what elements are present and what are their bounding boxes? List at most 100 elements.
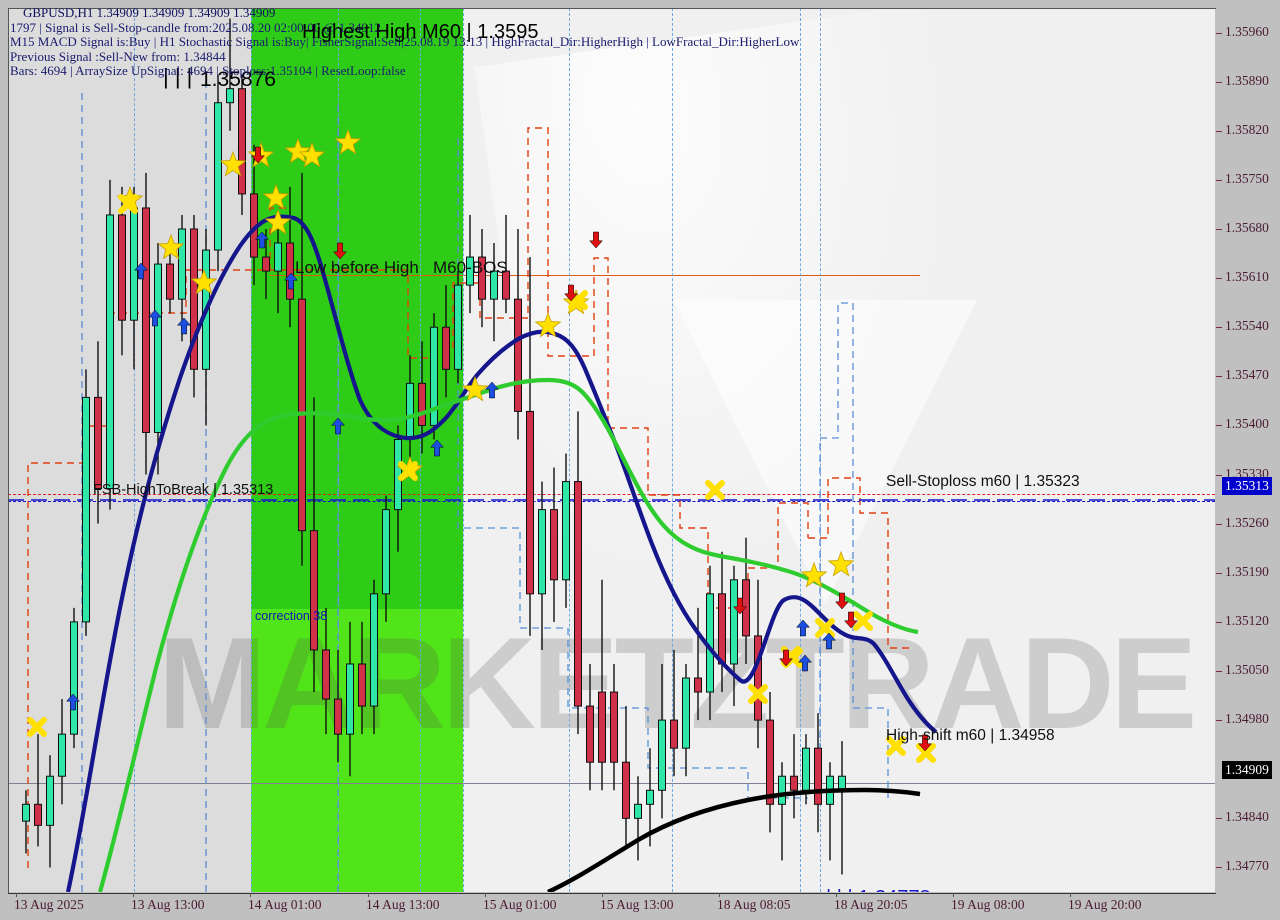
- price-scale-tick: [1216, 425, 1222, 427]
- candlestick: [298, 172, 306, 566]
- price-scale-tick: [1216, 327, 1222, 329]
- cross-marker: [815, 618, 835, 638]
- price-scale-label: 1.35050: [1225, 662, 1269, 677]
- channel-orange-center: [452, 127, 914, 649]
- candlestick: [646, 748, 654, 847]
- star-marker: [219, 150, 247, 177]
- price-scale[interactable]: 1.35960 1.35890 1.35820 1.35750 1.35680 1.356…: [1216, 0, 1280, 920]
- annotation-correction: correction 38: [255, 609, 328, 623]
- price-scale-tick: [1216, 81, 1222, 83]
- time-scale-separator: [485, 893, 486, 897]
- candlestick: [586, 663, 594, 791]
- candlestick: [346, 621, 354, 777]
- candlestick: [466, 214, 474, 314]
- price-scale-label: 1.35190: [1225, 563, 1269, 579]
- cross-marker: [398, 461, 418, 481]
- candlestick: [826, 762, 834, 861]
- time-scale-label: 19 Aug 20:00: [1068, 897, 1142, 912]
- candlestick-series: [22, 18, 846, 875]
- candlestick: [562, 453, 570, 608]
- candlestick: [658, 663, 666, 819]
- price-scale-tick: [1216, 130, 1222, 132]
- arrow-down-marker: [835, 592, 849, 610]
- star-marker: [284, 137, 312, 164]
- price-scale-tick: [1216, 278, 1222, 280]
- annotation-top-high-bars: | | |: [163, 64, 193, 89]
- star-marker: [334, 128, 362, 155]
- price-scale-label: 1.35890: [1225, 72, 1269, 88]
- candlestick: [718, 551, 726, 693]
- channel-blue-center: [457, 138, 889, 799]
- price-scale-tick: [1216, 720, 1222, 722]
- candlestick: [622, 706, 630, 847]
- time-scale-separator: [16, 893, 17, 897]
- time-scale-separator: [133, 893, 134, 897]
- chart-plot-area[interactable]: ▼ MARKETZTRADE: [8, 8, 1215, 892]
- arrow-down-marker: [589, 231, 603, 249]
- arrow-down-marker: [251, 146, 265, 164]
- candlestick: [274, 214, 282, 314]
- candlestick: [634, 776, 642, 861]
- price-scale-label: 1.35400: [1225, 416, 1269, 432]
- cross-marker: [27, 717, 47, 737]
- candlestick: [382, 495, 390, 622]
- price-scale-label: 1.35120: [1225, 612, 1269, 628]
- candlestick: [670, 649, 678, 777]
- cross-marker: [886, 736, 906, 756]
- arrow-up-marker: [430, 439, 444, 457]
- annotation-bottom-low-value: 1.34778: [858, 887, 930, 892]
- session-zone-green-light: [251, 8, 463, 892]
- candlestick: [142, 172, 150, 475]
- candlestick: [130, 186, 138, 370]
- candlestick: [778, 762, 786, 861]
- candlestick: [430, 313, 438, 440]
- candlestick: [106, 179, 114, 510]
- day-separator: [420, 8, 421, 892]
- time-scale-separator: [1070, 893, 1071, 897]
- time-scale-separator: [602, 893, 603, 897]
- arrow-down-marker: [779, 649, 793, 667]
- candlestick: [34, 734, 42, 847]
- arrow-down-marker: [918, 734, 932, 752]
- level-fsb-hightobreak: [8, 501, 1215, 502]
- cross-marker: [118, 194, 138, 214]
- annotation-bottom-low-bars: | | |: [826, 887, 853, 892]
- candlestick: [550, 467, 558, 622]
- candlestick: [478, 229, 486, 328]
- time-scale-separator: [368, 893, 369, 897]
- price-scale-tick: [1216, 32, 1222, 34]
- star-marker: [827, 550, 855, 577]
- arrow-up-marker: [331, 417, 345, 435]
- candlestick: [58, 699, 66, 805]
- price-scale-tick: [1216, 229, 1222, 230]
- price-scale-label: 1.35540: [1225, 318, 1269, 334]
- candlestick: [262, 229, 270, 300]
- candlestick: [502, 214, 510, 314]
- candlestick: [46, 755, 54, 868]
- candlestick: [742, 537, 750, 664]
- time-scale[interactable]: 13 Aug 2025 13 Aug 13:00 14 Aug 01:00 14 Au…: [0, 893, 1216, 920]
- price-scale-label: 1.35680: [1225, 220, 1269, 235]
- candlestick: [694, 607, 702, 721]
- candlestick: [838, 741, 846, 875]
- time-scale-label: 13 Aug 2025: [14, 897, 84, 912]
- price-scale-label: 1.35960: [1225, 23, 1269, 39]
- annotation-m60-bos: M60-BOS: [433, 258, 508, 277]
- candlestick: [226, 18, 234, 131]
- candlestick: [538, 481, 546, 650]
- day-separator: [338, 8, 339, 892]
- candlestick: [154, 243, 162, 475]
- signal-markers: [27, 128, 936, 763]
- price-scale-label: 1.34980: [1225, 711, 1269, 727]
- candlestick: [598, 579, 606, 791]
- annotation-top-high: 1.35876: [200, 68, 276, 91]
- price-scale-last-price: 1.34909: [1222, 760, 1272, 779]
- chart-vector-layer: [8, 18, 1215, 892]
- star-marker: [157, 233, 185, 260]
- candlestick: [286, 186, 294, 328]
- candlestick: [22, 790, 30, 854]
- level-last-price: [8, 783, 1215, 784]
- day-separator: [800, 8, 801, 892]
- arrow-up-marker: [284, 272, 298, 290]
- cross-marker: [748, 684, 768, 704]
